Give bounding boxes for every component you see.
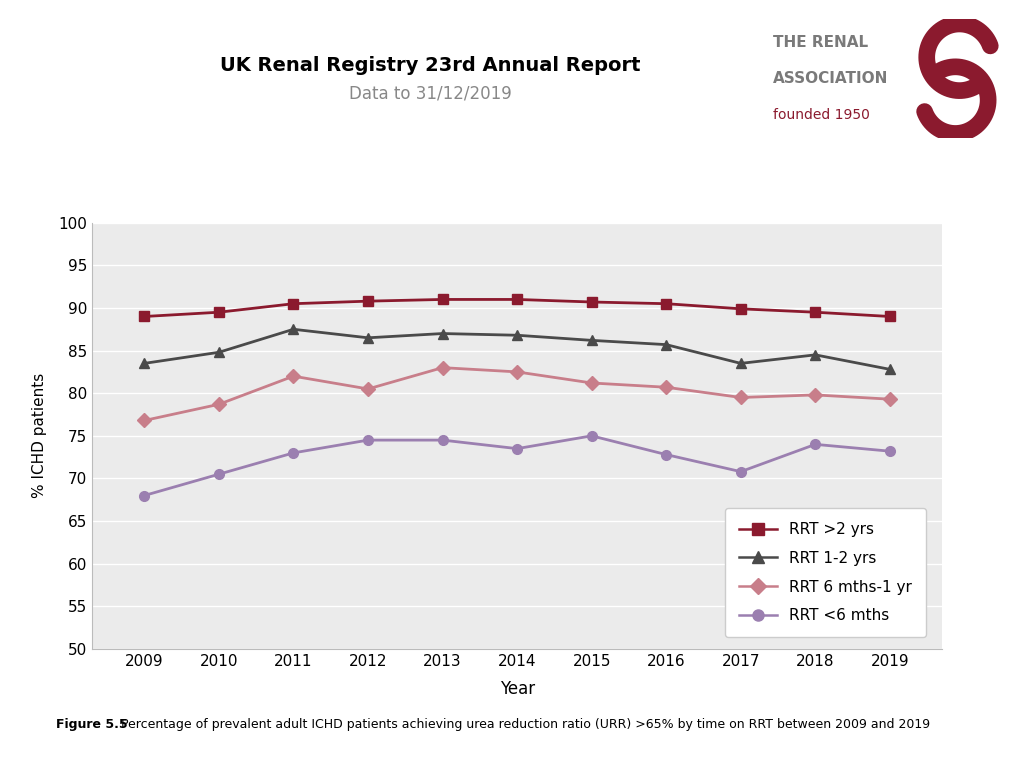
RRT >2 yrs	[511, 295, 523, 304]
RRT <6 mths	[361, 435, 374, 445]
RRT 6 mths-1 yr	[288, 372, 300, 381]
RRT 6 mths-1 yr	[213, 399, 225, 409]
Text: Percentage of prevalent adult ICHD patients achieving urea reduction ratio (URR): Percentage of prevalent adult ICHD patie…	[117, 718, 930, 731]
RRT >2 yrs	[361, 296, 374, 306]
RRT 6 mths-1 yr	[511, 367, 523, 376]
RRT 1-2 yrs	[884, 365, 896, 374]
RRT <6 mths	[660, 450, 673, 459]
RRT 1-2 yrs	[734, 359, 746, 368]
RRT <6 mths	[138, 491, 151, 500]
RRT 6 mths-1 yr	[436, 363, 449, 372]
RRT <6 mths	[884, 446, 896, 455]
RRT <6 mths	[511, 444, 523, 453]
RRT 1-2 yrs	[809, 350, 821, 359]
Line: RRT <6 mths: RRT <6 mths	[139, 431, 895, 501]
RRT 1-2 yrs	[586, 336, 598, 345]
Text: THE RENAL: THE RENAL	[773, 35, 868, 50]
RRT >2 yrs	[586, 297, 598, 306]
RRT 6 mths-1 yr	[586, 379, 598, 388]
RRT <6 mths	[734, 467, 746, 476]
RRT 1-2 yrs	[660, 340, 673, 349]
RRT >2 yrs	[213, 308, 225, 317]
RRT <6 mths	[288, 449, 300, 458]
Line: RRT 6 mths-1 yr: RRT 6 mths-1 yr	[139, 362, 895, 425]
X-axis label: Year: Year	[500, 680, 535, 698]
RRT 6 mths-1 yr	[809, 390, 821, 399]
Line: RRT 1-2 yrs: RRT 1-2 yrs	[139, 324, 895, 374]
Text: ASSOCIATION: ASSOCIATION	[773, 71, 889, 87]
RRT 1-2 yrs	[361, 333, 374, 343]
RRT <6 mths	[809, 440, 821, 449]
Text: Data to 31/12/2019: Data to 31/12/2019	[349, 84, 511, 103]
Y-axis label: % ICHD patients: % ICHD patients	[33, 373, 47, 498]
RRT >2 yrs	[660, 299, 673, 308]
RRT >2 yrs	[138, 312, 151, 321]
RRT >2 yrs	[734, 304, 746, 313]
Legend: RRT >2 yrs, RRT 1-2 yrs, RRT 6 mths-1 yr, RRT <6 mths: RRT >2 yrs, RRT 1-2 yrs, RRT 6 mths-1 yr…	[725, 508, 926, 637]
RRT >2 yrs	[436, 295, 449, 304]
RRT >2 yrs	[809, 308, 821, 317]
Line: RRT >2 yrs: RRT >2 yrs	[139, 295, 895, 321]
Text: Figure 5.5: Figure 5.5	[56, 718, 128, 731]
RRT >2 yrs	[288, 299, 300, 308]
RRT 1-2 yrs	[436, 329, 449, 338]
RRT <6 mths	[436, 435, 449, 445]
RRT 6 mths-1 yr	[660, 382, 673, 392]
Text: UK Renal Registry 23rd Annual Report: UK Renal Registry 23rd Annual Report	[220, 56, 640, 74]
RRT <6 mths	[586, 431, 598, 440]
RRT 1-2 yrs	[288, 325, 300, 334]
RRT 6 mths-1 yr	[734, 393, 746, 402]
Text: founded 1950: founded 1950	[773, 108, 870, 122]
RRT 1-2 yrs	[511, 331, 523, 340]
RRT 6 mths-1 yr	[138, 416, 151, 425]
RRT >2 yrs	[884, 312, 896, 321]
RRT 1-2 yrs	[213, 348, 225, 357]
RRT 1-2 yrs	[138, 359, 151, 368]
RRT 6 mths-1 yr	[884, 395, 896, 404]
RRT <6 mths	[213, 469, 225, 478]
RRT 6 mths-1 yr	[361, 384, 374, 393]
